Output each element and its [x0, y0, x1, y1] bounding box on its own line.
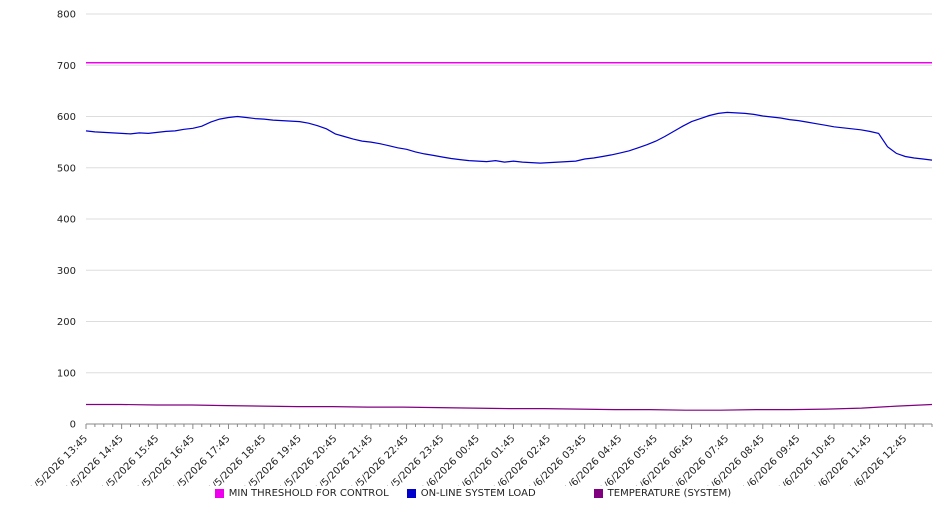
x-tick-label: 1/6/2026 12:45	[847, 433, 909, 486]
legend-swatch-icon	[593, 489, 603, 498]
legend-label: TEMPERATURE (SYSTEM)	[607, 488, 732, 499]
legend-swatch-icon	[406, 489, 416, 498]
legend-item: ON-LINE SYSTEM LOAD	[406, 488, 536, 499]
y-tick-label: 200	[57, 317, 76, 328]
y-tick-label: 800	[57, 10, 76, 21]
y-tick-label: 100	[57, 368, 76, 379]
y-tick-label: 400	[57, 215, 76, 226]
series-line-temperature-system-	[86, 403, 933, 411]
legend-item: MIN THRESHOLD FOR CONTROL	[214, 488, 389, 499]
chart-legend: MIN THRESHOLD FOR CONTROL ON-LINE SYSTEM …	[0, 488, 946, 499]
series-line-on-line-system-load	[85, 111, 933, 164]
legend-label: MIN THRESHOLD FOR CONTROL	[228, 488, 389, 499]
legend-swatch-icon	[214, 489, 224, 498]
legend-label: ON-LINE SYSTEM LOAD	[420, 488, 536, 499]
y-tick-label: 600	[57, 112, 76, 123]
y-tick-label: 700	[57, 61, 76, 72]
y-tick-label: 300	[57, 266, 76, 277]
legend-item: TEMPERATURE (SYSTEM)	[593, 488, 732, 499]
y-tick-label: 0	[70, 420, 76, 431]
y-tick-label: 500	[57, 163, 76, 174]
